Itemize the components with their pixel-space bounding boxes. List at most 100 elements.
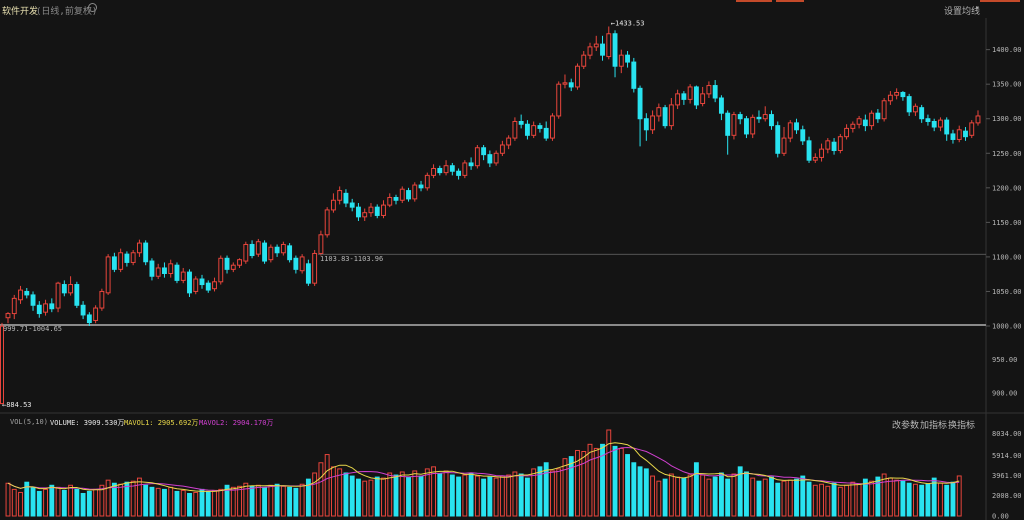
candle-body [606,33,612,58]
volume-bar [305,478,311,517]
volume-series [5,429,962,517]
candle-body [499,144,505,154]
candle-body [650,115,656,131]
volume-bar [887,477,893,517]
volume-bar [374,476,380,517]
accent-bar-1 [736,0,772,2]
candle-body [675,93,681,106]
volume-bar [130,480,136,517]
caret-down-icon[interactable]: ▾ [975,4,980,12]
candle-body [330,199,336,211]
candle-body [43,303,48,313]
accent-bar-3 [980,0,1020,2]
candle-body [237,259,242,266]
candle-body [956,129,962,140]
volume-bar [769,476,774,517]
candle-body [180,271,186,281]
volume-bar [36,490,42,517]
volume-bar [662,478,668,517]
candle-body [374,206,380,216]
volume-value: VOLUME: 3909.530万 [50,419,125,427]
candle-body [5,313,11,319]
candle-body [906,96,912,113]
volume-bar [518,473,524,517]
candle-body [431,167,436,176]
volume-bar [337,468,343,517]
candle-body [149,260,155,277]
candle-body [293,257,299,270]
candle-body [756,116,762,120]
candle-body [787,122,793,139]
volume-bar [343,472,349,517]
price-tick-label: 1150.00 [992,219,1022,227]
add-indicator-button[interactable]: 加指标 [920,421,948,431]
switch-indicator-button[interactable]: 换指标 [948,421,976,431]
candle-body [819,148,824,158]
candle-body [343,192,349,204]
volume-bar [93,488,99,517]
candle-body [381,204,386,216]
volume-bar [850,481,856,517]
volume-bar [825,485,831,517]
candle-body [837,136,843,152]
candle-body [887,94,893,102]
volume-bar [349,475,355,517]
candle-body [631,61,637,89]
chart-subtitle: (日线,前复权) [36,7,98,17]
candle-body [356,206,361,218]
volume-bar [737,466,743,517]
candle-body [800,129,806,142]
candle-body [524,123,530,136]
candle-body [49,303,55,310]
ma-setting-button[interactable]: 设置均线 [944,7,981,17]
volume-bar [68,484,74,517]
volume-bar [243,482,249,517]
volume-bar [174,490,180,517]
volume-bar [268,484,274,517]
volume-bar [668,473,674,517]
candle-body [362,212,368,218]
modify-params-button[interactable]: 改参数 [892,421,920,431]
candle-body [562,82,568,85]
candle-body [155,267,161,277]
volume-bar [262,486,268,517]
volume-bar [80,492,86,517]
mavol1-line [7,442,960,492]
price-tick-label: 1000.00 [992,323,1022,331]
volume-bar [387,472,393,517]
candle-body [681,93,687,100]
candle-body [462,162,468,176]
candle-body [969,122,975,136]
volume-bar [199,488,205,517]
candle-body [568,82,574,88]
candle-body [869,112,875,127]
volume-bar [230,486,236,517]
volume-bar [324,454,330,517]
candle-body [68,284,74,294]
candle-body [324,209,330,236]
low-price-label: ←884.53 [2,401,32,409]
volume-bar [687,474,693,517]
candle-body [387,196,393,206]
candle-body [456,170,462,176]
volume-bar [543,462,549,517]
candle-body [36,304,42,315]
volume-tick-label: 3961.00 [992,472,1022,480]
candle-body [24,290,30,296]
candle-body [193,278,199,292]
candle-body [894,91,900,96]
accent-bar-2 [776,0,804,2]
candle-body [474,147,480,167]
volume-bar [919,484,925,517]
volume-bar [255,484,261,517]
volume-bar [99,484,105,517]
candle-body [712,85,718,99]
volume-bar [675,476,681,517]
volume-bar [443,470,449,517]
volume-bar [143,484,149,517]
candle-body [80,304,86,316]
gear-icon[interactable] [88,3,97,12]
candle-body [862,119,868,127]
volume-bar [718,472,724,517]
